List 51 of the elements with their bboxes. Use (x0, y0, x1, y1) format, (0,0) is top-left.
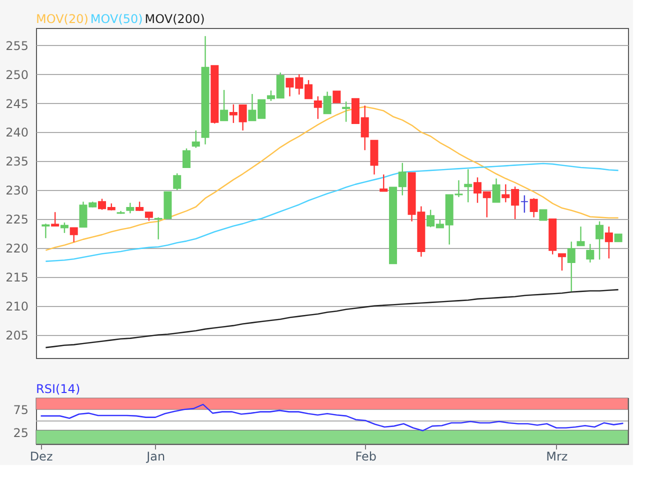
candlestick (464, 168, 472, 203)
y-tick-label: 75 (13, 403, 28, 417)
y-tick-label: 255 (6, 38, 28, 53)
x-tick-label: Dez (30, 450, 53, 464)
candlestick (558, 253, 566, 272)
y-tick-label: 230 (6, 184, 28, 198)
y-tick-label: 225 (6, 212, 28, 227)
y-tick-label: 235 (6, 154, 28, 169)
line-series (45, 289, 619, 348)
candlestick (182, 148, 190, 168)
x-tick-label: Feb (355, 450, 377, 464)
candlestick (596, 220, 604, 260)
x-tick-label: Mrz (546, 450, 568, 464)
text: MOV(20) (36, 12, 88, 26)
candlestick (220, 89, 228, 122)
candlestick (323, 91, 332, 114)
candlestick (539, 209, 548, 221)
y-tick-label: 240 (6, 126, 28, 140)
candlestick (342, 100, 350, 122)
candlestick (576, 226, 585, 246)
text: MOV(50) (90, 12, 143, 26)
y-tick-label: 250 (6, 68, 28, 82)
candlestick (492, 178, 500, 203)
y-tick-label: 220 (6, 242, 28, 256)
y-tick-label: 245 (6, 96, 28, 111)
candlestick (51, 212, 60, 227)
x-tick-label: Jan (146, 450, 166, 464)
candlestick (60, 222, 68, 234)
candlestick (604, 226, 613, 260)
candlestick (530, 198, 538, 218)
y-tick-label: 205 (6, 328, 28, 342)
line-series (45, 162, 619, 262)
candlestick (567, 241, 576, 292)
y-tick-label: 215 (6, 270, 28, 284)
candlestick (520, 194, 528, 214)
candlestick (136, 201, 144, 212)
text: MOV(200) (144, 12, 205, 26)
candlestick (70, 227, 78, 243)
candlestick (314, 96, 322, 120)
y-tick-label: 25 (13, 426, 28, 440)
candlestick (126, 202, 134, 214)
line-series (40, 404, 624, 432)
y-tick-label: 210 (6, 299, 28, 314)
candlestick (173, 172, 182, 191)
candlestick (332, 90, 341, 104)
candlestick (380, 174, 388, 192)
candlestick (586, 243, 594, 264)
series-label: RSI(14) (36, 382, 80, 396)
candlestick (42, 223, 50, 239)
candlestick (192, 130, 200, 148)
line-series (45, 106, 619, 251)
